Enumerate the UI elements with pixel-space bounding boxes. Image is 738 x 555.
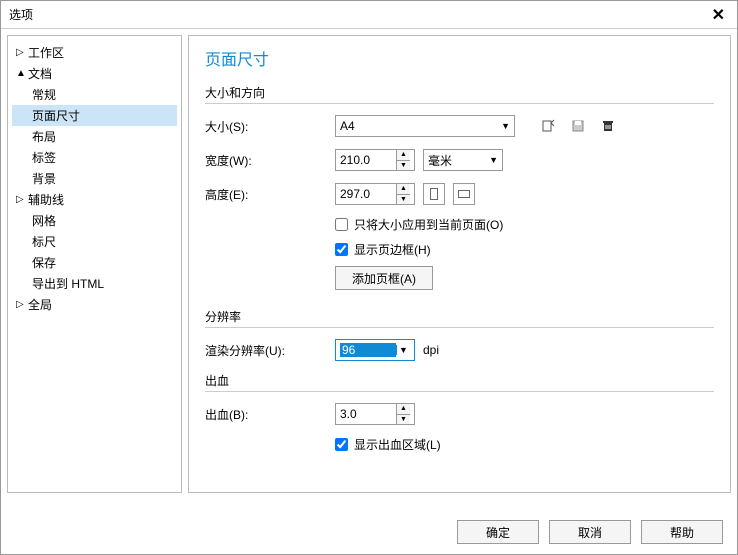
sidebar: ▷工作区▲文档常规页面尺寸布局标签背景▷辅助线网格标尺保存导出到 HTML▷全局 <box>7 35 182 493</box>
height-down[interactable]: ▼ <box>397 195 410 205</box>
render-res-label: 渲染分辨率(U): <box>205 342 335 359</box>
tree-arrow-icon: ▷ <box>16 194 26 205</box>
window-title: 选项 <box>9 6 708 23</box>
landscape-button[interactable] <box>453 183 475 205</box>
tree-item-label: 文档 <box>28 65 52 82</box>
help-button[interactable]: 帮助 <box>641 520 723 544</box>
tree-item[interactable]: 标签 <box>12 147 177 168</box>
ok-button[interactable]: 确定 <box>457 520 539 544</box>
tree-item[interactable]: 标尺 <box>12 231 177 252</box>
size-label: 大小(S): <box>205 118 335 135</box>
width-spinner[interactable]: ▲▼ <box>335 149 415 171</box>
tree-item-label: 保存 <box>32 254 56 271</box>
show-bleed-label: 显示出血区域(L) <box>354 436 441 453</box>
page-title: 页面尺寸 <box>205 46 714 70</box>
trash-icon[interactable] <box>597 115 619 137</box>
content-area: ▷工作区▲文档常规页面尺寸布局标签背景▷辅助线网格标尺保存导出到 HTML▷全局… <box>1 29 737 499</box>
height-up[interactable]: ▲ <box>397 184 410 195</box>
width-label: 宽度(W): <box>205 152 335 169</box>
resolution-combo[interactable]: ▼ <box>335 339 415 361</box>
disk-icon[interactable] <box>567 115 589 137</box>
group-bleed-label: 出血 <box>205 372 714 392</box>
tree-item[interactable]: 布局 <box>12 126 177 147</box>
tree-item-label: 常规 <box>32 86 56 103</box>
show-border-checkbox[interactable] <box>335 243 348 256</box>
width-down[interactable]: ▼ <box>397 161 410 171</box>
portrait-button[interactable] <box>423 183 445 205</box>
main-panel: 页面尺寸 大小和方向 大小(S): A4 ▼ 宽度(W): ▲▼ <box>188 35 731 493</box>
footer: 确定 取消 帮助 <box>1 510 737 554</box>
bleed-spinner[interactable]: ▲▼ <box>335 403 415 425</box>
unit-value: 毫米 <box>428 152 452 169</box>
tree-item-label: 全局 <box>28 296 52 313</box>
group-size-label: 大小和方向 <box>205 84 714 104</box>
size-value: A4 <box>340 119 355 133</box>
tree-arrow-icon: ▷ <box>16 299 26 310</box>
tree-item-label: 布局 <box>32 128 56 145</box>
bleed-input[interactable] <box>336 404 396 424</box>
chevron-down-icon[interactable]: ▼ <box>396 345 410 355</box>
tree-item[interactable]: 常规 <box>12 84 177 105</box>
dpi-label: dpi <box>423 343 439 357</box>
bleed-label: 出血(B): <box>205 406 335 423</box>
tree-item[interactable]: ▲文档 <box>12 63 177 84</box>
tree-item[interactable]: 网格 <box>12 210 177 231</box>
tree-item[interactable]: 保存 <box>12 252 177 273</box>
height-label: 高度(E): <box>205 186 335 203</box>
save-preset-icon[interactable] <box>537 115 559 137</box>
chevron-down-icon: ▼ <box>501 121 510 131</box>
show-bleed-checkbox[interactable] <box>335 438 348 451</box>
size-select[interactable]: A4 ▼ <box>335 115 515 137</box>
height-input[interactable] <box>336 184 396 204</box>
add-margin-button[interactable]: 添加页框(A) <box>335 266 433 290</box>
tree-item-label: 标尺 <box>32 233 56 250</box>
chevron-down-icon: ▼ <box>489 155 498 165</box>
tree-item-label: 背景 <box>32 170 56 187</box>
tree-arrow-icon: ▷ <box>16 47 26 58</box>
close-button[interactable]: ✕ <box>708 5 729 25</box>
height-spinner[interactable]: ▲▼ <box>335 183 415 205</box>
apply-current-checkbox[interactable] <box>335 218 348 231</box>
resolution-input[interactable] <box>340 343 396 357</box>
titlebar: 选项 ✕ <box>1 1 737 29</box>
bleed-down[interactable]: ▼ <box>397 415 410 425</box>
tree-item[interactable]: ▷辅助线 <box>12 189 177 210</box>
apply-current-label: 只将大小应用到当前页面(O) <box>354 216 503 233</box>
bleed-up[interactable]: ▲ <box>397 404 410 415</box>
tree-item[interactable]: 导出到 HTML <box>12 273 177 294</box>
tree-item[interactable]: 页面尺寸 <box>12 105 177 126</box>
tree-item-label: 页面尺寸 <box>32 107 80 124</box>
width-input[interactable] <box>336 150 396 170</box>
show-border-label: 显示页边框(H) <box>354 241 431 258</box>
width-up[interactable]: ▲ <box>397 150 410 161</box>
tree-item-label: 导出到 HTML <box>32 275 104 292</box>
tree-item[interactable]: 背景 <box>12 168 177 189</box>
cancel-button[interactable]: 取消 <box>549 520 631 544</box>
tree-item-label: 网格 <box>32 212 56 229</box>
tree-item-label: 工作区 <box>28 44 64 61</box>
tree-item-label: 标签 <box>32 149 56 166</box>
group-resolution-label: 分辨率 <box>205 308 714 328</box>
tree-item[interactable]: ▷工作区 <box>12 42 177 63</box>
unit-select[interactable]: 毫米 ▼ <box>423 149 503 171</box>
tree-item-label: 辅助线 <box>28 191 64 208</box>
tree-item[interactable]: ▷全局 <box>12 294 177 315</box>
tree-arrow-icon: ▲ <box>16 68 26 79</box>
